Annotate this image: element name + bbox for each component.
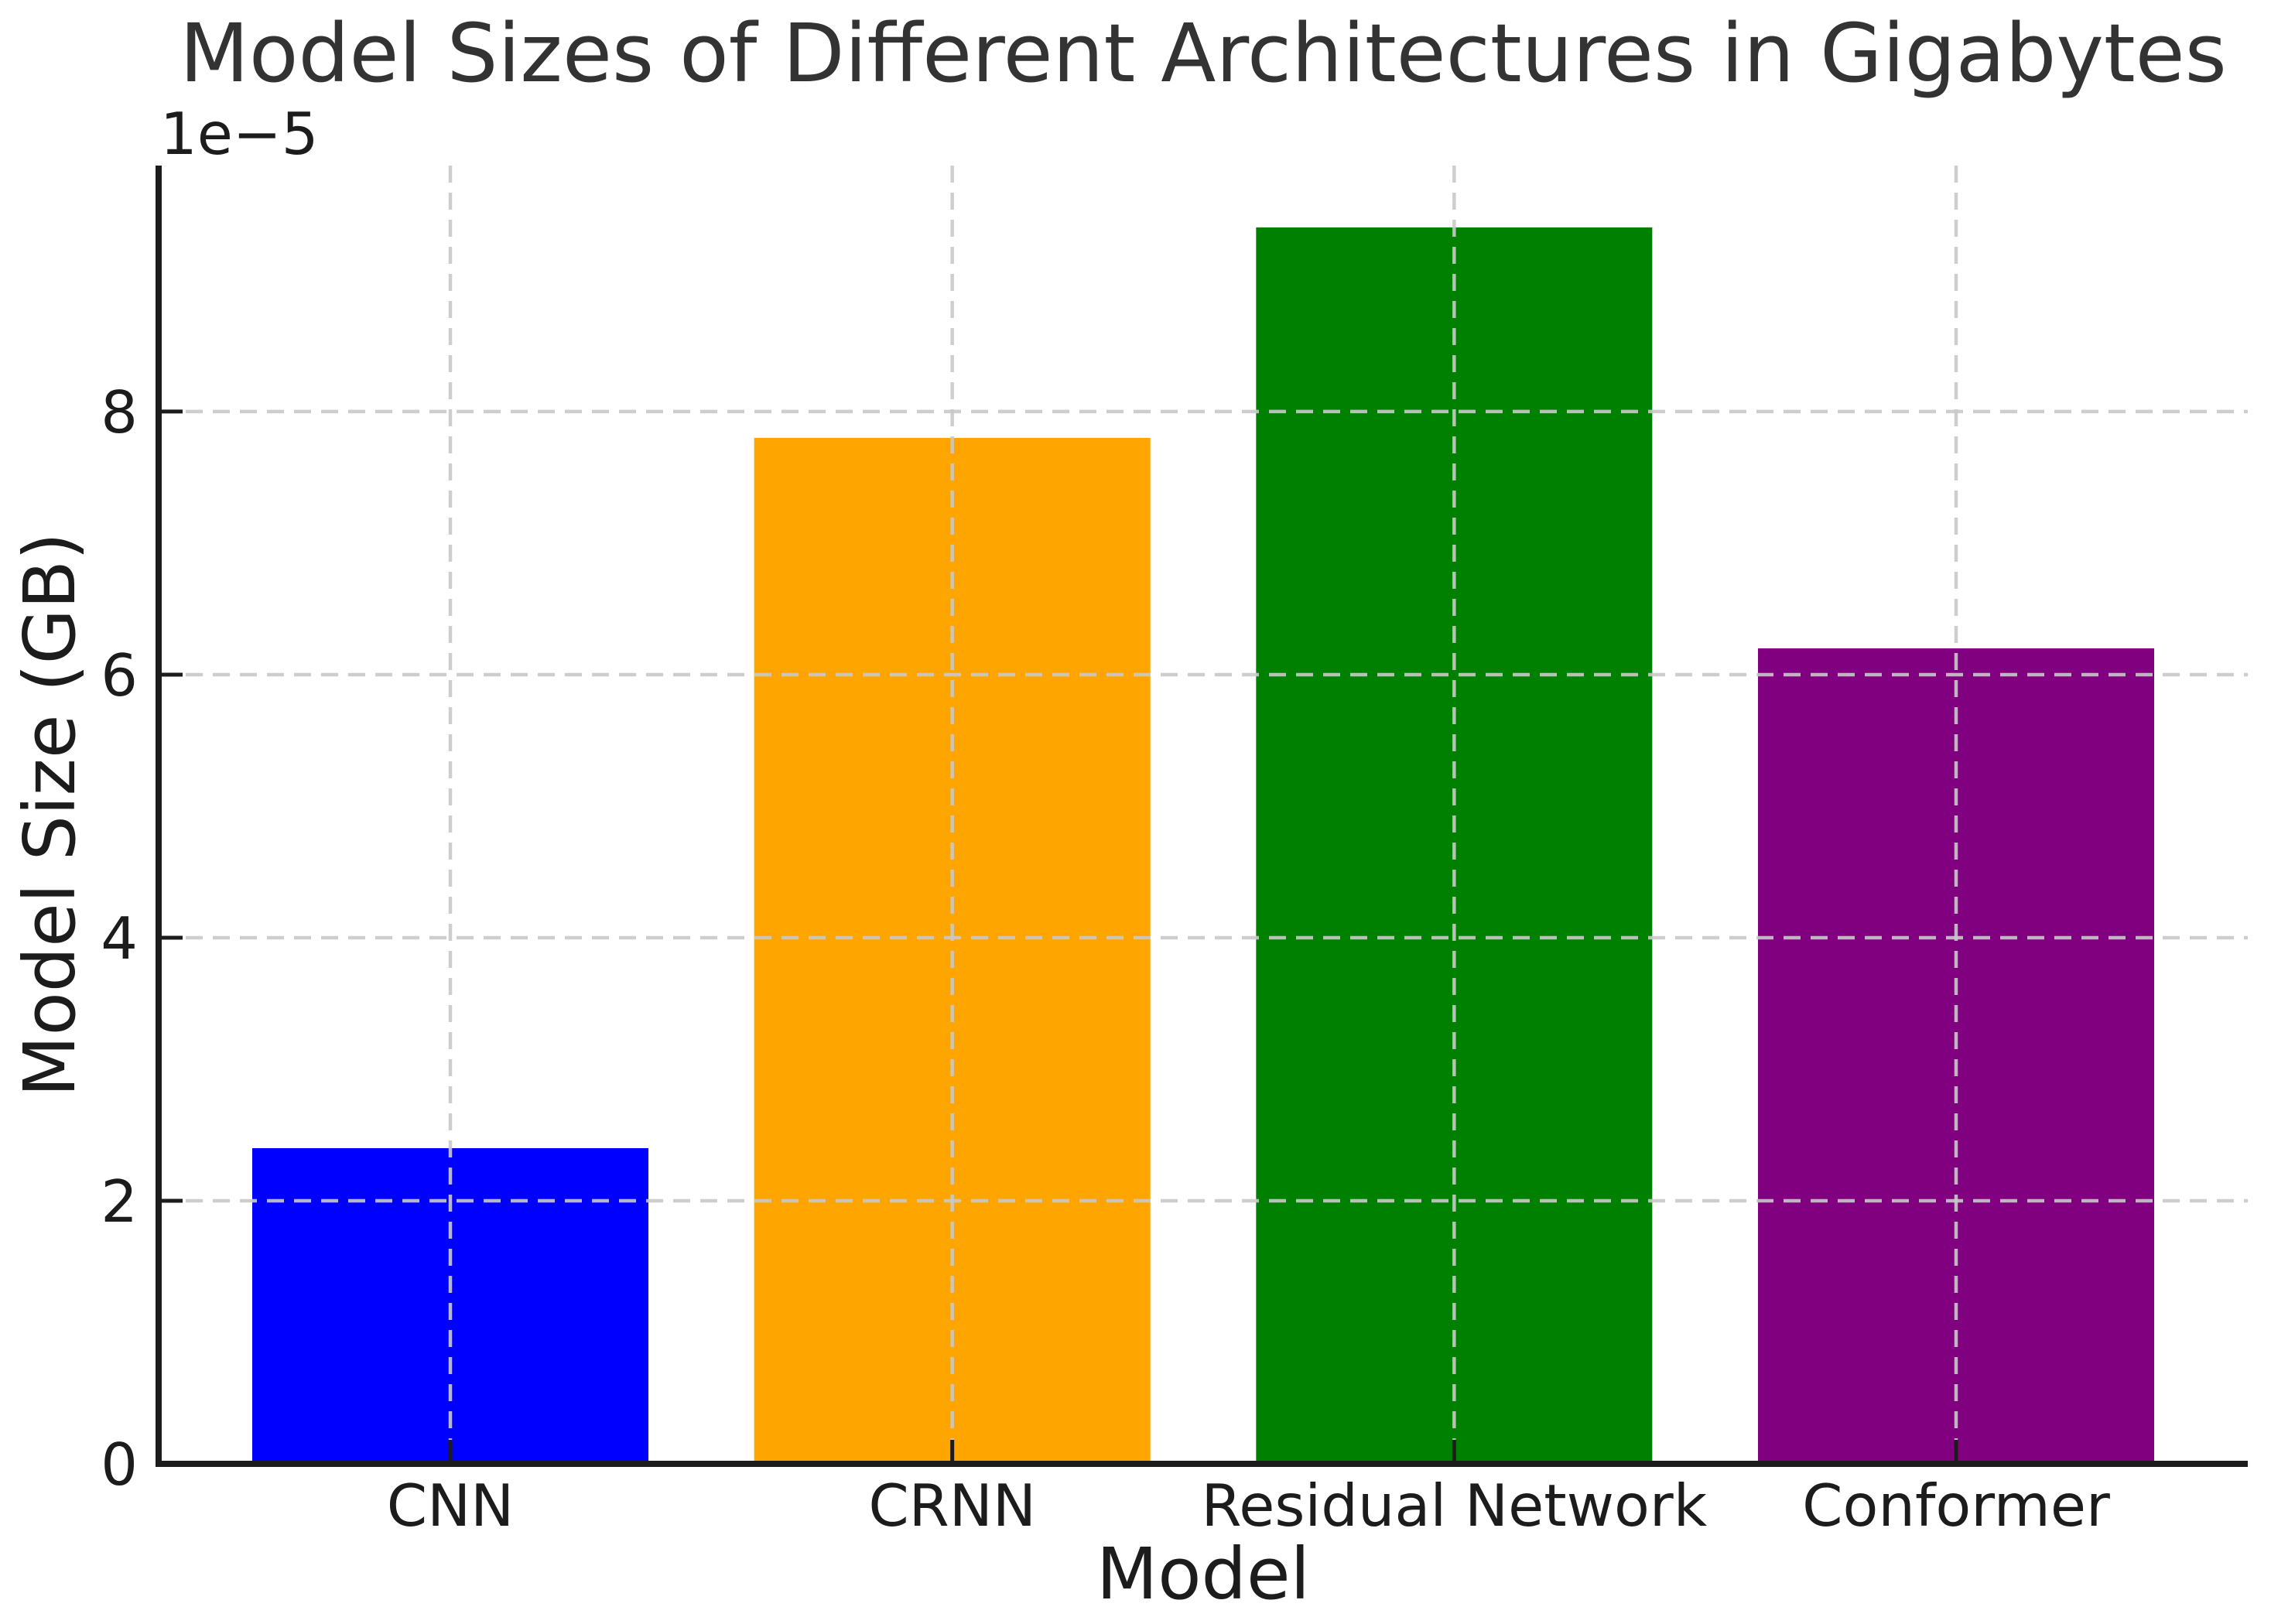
y-axis-offset-text: 1e−5: [160, 100, 318, 168]
bar-conformer: [1758, 648, 2154, 1464]
chart-title: Model Sizes of Different Architectures i…: [180, 6, 2227, 101]
x-tick-label-residual-network: Residual Network: [1201, 1472, 1707, 1540]
x-tick-label-crnn: CRNN: [868, 1472, 1036, 1540]
x-tick-label-conformer: Conformer: [1802, 1472, 2110, 1540]
bars-group: [252, 227, 2154, 1465]
y-tick-label: 2: [101, 1168, 138, 1236]
gridlines-group: [159, 166, 2248, 1464]
y-tick-label: 8: [101, 378, 138, 446]
spines-group: [156, 166, 2248, 1467]
tick-labels-group: 0 2 4 6 8 CNN CRNN Residual Network Conformer: [101, 378, 2110, 1540]
x-tick-label-cnn: CNN: [387, 1472, 515, 1540]
y-axis-label: Model Size (GB): [9, 532, 91, 1097]
x-axis-label: Model: [1096, 1533, 1310, 1615]
ticks-group: [162, 409, 1958, 1466]
y-tick-label: 0: [101, 1431, 138, 1499]
y-tick-label: 6: [101, 641, 138, 709]
y-tick-label: 4: [101, 904, 138, 973]
